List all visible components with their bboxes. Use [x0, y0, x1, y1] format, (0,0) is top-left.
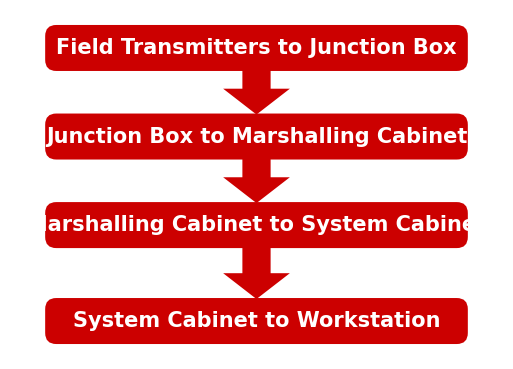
Text: Field Transmitters to Junction Box: Field Transmitters to Junction Box: [56, 38, 457, 58]
Polygon shape: [223, 70, 290, 114]
FancyBboxPatch shape: [45, 298, 468, 344]
FancyBboxPatch shape: [45, 25, 468, 71]
FancyBboxPatch shape: [45, 114, 468, 159]
Text: Junction Box to Marshalling Cabinet: Junction Box to Marshalling Cabinet: [46, 127, 467, 146]
Polygon shape: [223, 159, 290, 203]
FancyBboxPatch shape: [45, 202, 468, 248]
Text: Marshalling Cabinet to System Cabinet: Marshalling Cabinet to System Cabinet: [27, 215, 486, 235]
Text: System Cabinet to Workstation: System Cabinet to Workstation: [73, 311, 440, 331]
Polygon shape: [223, 247, 290, 299]
